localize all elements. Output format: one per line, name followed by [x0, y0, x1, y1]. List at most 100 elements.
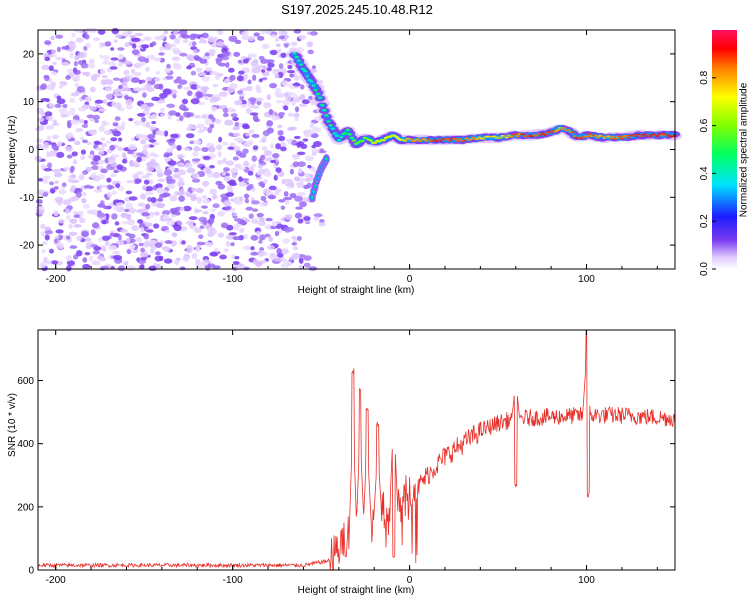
spectrogram-noise-dot [86, 114, 95, 119]
spectrogram-noise-dot [92, 114, 101, 121]
spectrogram-track-cell [352, 139, 356, 142]
spectrogram-track-cell [335, 134, 339, 137]
spectrogram-noise-dot [222, 107, 229, 114]
spectrogram-noise-dot [51, 260, 59, 265]
spectrogram-noise-dot [40, 83, 47, 89]
spectrogram-noise-dot [280, 205, 286, 210]
snr-x-axis-label: Height of straight line (km) [298, 585, 415, 596]
spectrogram-noise-dot [190, 84, 199, 90]
spectrogram-noise-dot [297, 167, 303, 174]
spectrogram-noise-dot [125, 190, 133, 195]
spectrogram-noise-dot [120, 228, 128, 233]
spectrogram-noise-dot [234, 200, 243, 205]
spectrogram-noise-dot [266, 127, 274, 134]
spectrogram-noise-dot [92, 155, 101, 162]
spectrogram-noise-dot [185, 192, 193, 198]
spectrogram-noise-dot [135, 133, 144, 139]
spectrogram-noise-dot [62, 82, 68, 87]
spectrogram-noise-dot [251, 133, 260, 139]
spectrogram-noise-dot [254, 221, 264, 225]
spectrogram-noise-dot [292, 82, 301, 87]
spectrogram-noise-dot [277, 130, 284, 136]
spectrogram-noise-dot [251, 67, 256, 74]
spectrogram-noise-dot [270, 34, 277, 38]
spectrogram-noise-dot [266, 245, 275, 250]
spectrogram-noise-dot [143, 179, 150, 185]
spectrogram-noise-dot [106, 192, 112, 198]
spectrogram-noise-dot [244, 219, 251, 223]
spectrogram-noise-dot [67, 178, 73, 183]
spectrogram-noise-dot [179, 115, 184, 121]
spectrogram-noise-dot [220, 222, 229, 229]
spectrogram-noise-dot [166, 147, 174, 154]
spectrogram-noise-dot [224, 119, 234, 126]
spectrogram-noise-dot [39, 261, 47, 269]
spectrogram-noise-dot [240, 103, 247, 109]
spectrogram-noise-dot [81, 230, 89, 238]
spectrogram-noise-dot [116, 164, 124, 170]
snr-x-tick-label: -200 [46, 575, 66, 586]
spectrogram-noise-dot [163, 130, 169, 137]
spectrogram-noise-dot [95, 147, 101, 151]
spectrogram-noise-dot [198, 234, 204, 240]
spectrogram-noise-dot [250, 234, 259, 241]
spectrogram-noise-dot [146, 86, 155, 93]
spectrogram-noise-dot [205, 241, 213, 247]
spectrogram-noise-dot [275, 167, 282, 173]
spectrogram-noise-dot [54, 103, 62, 109]
spectrogram-noise-dot [112, 77, 120, 81]
spectrogram-noise-dot [181, 34, 191, 39]
spectrogram-noise-dot [138, 242, 145, 247]
spectrogram-noise-dot [178, 79, 188, 85]
snr-y-axis-label: SNR (10 * v/v) [7, 393, 18, 457]
spectrogram-noise-dot [294, 195, 304, 202]
spectrogram-noise-dot [250, 246, 255, 251]
spectrogram-noise-dot [78, 119, 85, 124]
spectrogram-noise-dot [105, 140, 112, 144]
spectrogram-noise-dot [135, 237, 142, 243]
spectrogram-noise-dot [89, 255, 94, 262]
spectrogram-noise-dot [313, 141, 322, 147]
spectrogram-noise-dot [154, 242, 163, 248]
snr-y-tick-label: 0 [28, 566, 34, 577]
spectrogram-noise-dot [232, 156, 239, 161]
spectrogram-noise-dot [259, 217, 265, 222]
spectrogram-noise-dot [191, 187, 197, 192]
spectrogram-noise-dot [280, 52, 287, 58]
spectrogram-noise-dot [297, 191, 306, 197]
spectrogram-noise-dot [115, 240, 125, 246]
spectrogram-noise-dot [81, 71, 88, 76]
spectrogram-noise-dot [185, 133, 195, 139]
spectrogram-noise-dot [267, 62, 275, 68]
spectrogram-noise-dot [190, 70, 197, 76]
spectrogram-noise-dot [207, 127, 213, 134]
spectrogram-noise-dot [99, 54, 104, 59]
spectrogram-noise-dot [304, 172, 311, 178]
spectrogram-noise-dot [251, 155, 258, 162]
spectrogram-noise-dot [111, 101, 118, 108]
spectrogram-track-cell [373, 141, 378, 144]
spectrogram-noise-dot [149, 211, 155, 217]
spectrogram-noise-dot [263, 170, 272, 178]
spectrogram-noise-dot [172, 173, 181, 179]
spectrogram-noise-dot [215, 57, 223, 62]
spectrogram-noise-dot [297, 218, 304, 224]
spectrogram-noise-dot [211, 194, 218, 200]
spectrogram-noise-dot [94, 119, 99, 124]
spectrogram-noise-dot [245, 132, 251, 137]
spectrogram-noise-dot [307, 49, 314, 55]
spectrogram-noise-dot [192, 151, 199, 157]
spectrogram-noise-dot [56, 95, 62, 100]
spectrogram-noise-dot [309, 173, 314, 178]
spectrogram-noise-dot [194, 227, 202, 234]
spectrogram-track-cell [662, 132, 666, 136]
spectrogram-noise-dot [212, 83, 219, 88]
spectrogram-noise-dot [48, 65, 54, 72]
spectrogram-noise-dot [272, 153, 280, 159]
spectrogram-noise-dot [98, 237, 103, 243]
spectrogram-noise-dot [318, 222, 326, 227]
spectrogram-noise-dot [154, 77, 161, 82]
spectrogram-noise-dot [225, 61, 230, 68]
spectrogram-noise-dot [171, 232, 178, 238]
spectrogram-noise-dot [50, 81, 57, 88]
